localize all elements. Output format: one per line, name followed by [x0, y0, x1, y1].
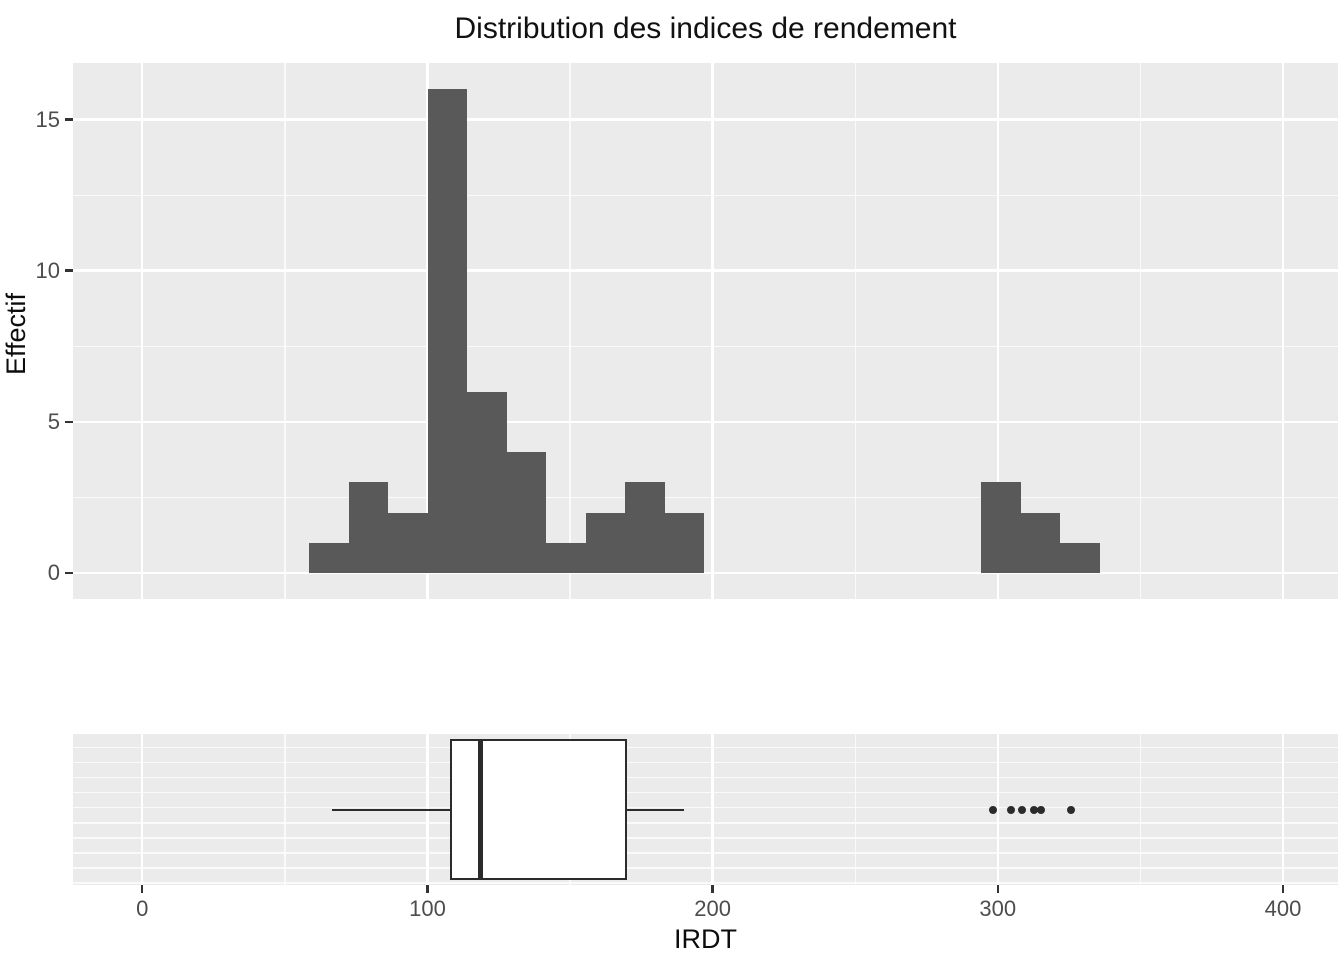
y-tick-mark	[65, 571, 73, 575]
whisker-line-left	[331, 808, 450, 812]
boxpanel-h-gridline	[73, 777, 1338, 779]
x-major-gridline	[426, 63, 429, 599]
x-tick-label: 100	[409, 896, 446, 921]
y-tick-label: 5	[47, 408, 60, 434]
x-major-gridline	[1281, 63, 1285, 599]
y-major-gridline	[73, 420, 1338, 424]
median-line	[478, 739, 484, 880]
y-tick-mark	[65, 269, 73, 272]
histogram-bar	[664, 512, 705, 573]
boxpanel-h-gridline	[73, 867, 1338, 869]
x-minor-gridline	[284, 734, 286, 885]
outlier-dot	[1067, 806, 1076, 814]
x-tick-mark	[141, 885, 144, 893]
x-tick-mark	[711, 885, 714, 893]
x-major-gridline	[996, 734, 999, 885]
histogram-panel	[73, 63, 1338, 599]
histogram-bar	[309, 542, 349, 573]
x-tick-label: 300	[979, 896, 1017, 921]
x-minor-gridline	[284, 63, 286, 599]
boxpanel-h-gridline	[73, 807, 1338, 809]
chart-title: Distribution des indices de rendement	[454, 12, 957, 45]
outlier-dot	[1030, 806, 1039, 814]
x-tick-label: 200	[694, 896, 731, 921]
x-tick-mark	[996, 885, 999, 893]
boxplot-panel	[73, 734, 1338, 885]
boxpanel-h-gridline	[73, 792, 1338, 794]
box-body	[449, 739, 627, 880]
x-tick-label: 0	[136, 896, 149, 921]
x-major-gridline	[711, 63, 714, 599]
y-major-gridline	[73, 118, 1338, 121]
x-tick-mark	[426, 885, 429, 893]
histogram-bar	[348, 482, 389, 573]
boxpanel-h-gridline	[73, 762, 1338, 764]
y-tick-mark	[65, 420, 73, 424]
y-tick-label: 15	[35, 106, 60, 132]
x-minor-gridline	[1139, 63, 1142, 599]
y-major-gridline	[73, 269, 1338, 272]
histogram-bar	[1060, 542, 1100, 573]
x-major-gridline	[141, 734, 144, 885]
outlier-dot	[988, 806, 997, 814]
y-tick-mark	[65, 118, 73, 121]
boxpanel-h-gridline	[73, 882, 1338, 884]
x-tick-label: 400	[1264, 896, 1302, 921]
y-axis-title: Effectif	[1, 292, 31, 376]
histogram-bar	[506, 452, 547, 573]
y-minor-gridline	[73, 345, 1338, 347]
x-major-gridline	[1281, 734, 1285, 885]
histogram-bar	[1020, 512, 1061, 573]
x-tick-mark	[1281, 885, 1285, 893]
y-tick-label: 10	[35, 257, 60, 283]
y-tick-label: 0	[47, 560, 60, 585]
histogram-bar	[388, 512, 428, 573]
outlier-dot	[1007, 806, 1016, 814]
boxpanel-h-gridline	[73, 747, 1338, 749]
boxpanel-h-gridline	[73, 837, 1338, 839]
y-minor-gridline	[73, 496, 1338, 499]
x-minor-gridline	[854, 734, 856, 885]
x-major-gridline	[996, 63, 999, 599]
outlier-dot	[1037, 806, 1046, 814]
histogram-bar	[467, 391, 507, 573]
whisker-line-right	[626, 808, 685, 812]
y-major-gridline	[73, 571, 1338, 575]
histogram-bar	[981, 482, 1021, 573]
x-minor-gridline	[854, 63, 856, 599]
x-minor-gridline	[1139, 734, 1142, 885]
histogram-bar	[585, 512, 626, 573]
histogram-bar	[546, 542, 586, 573]
x-major-gridline	[711, 734, 714, 885]
histogram-bar	[625, 482, 665, 573]
x-major-gridline	[141, 63, 144, 599]
x-minor-gridline	[569, 63, 571, 599]
outlier-dot	[1018, 806, 1027, 814]
y-minor-gridline	[73, 194, 1338, 196]
boxpanel-h-gridline	[73, 852, 1338, 854]
histogram-bar	[427, 89, 468, 573]
boxpanel-h-gridline	[73, 822, 1338, 824]
x-axis-title: IRDT	[674, 924, 737, 954]
